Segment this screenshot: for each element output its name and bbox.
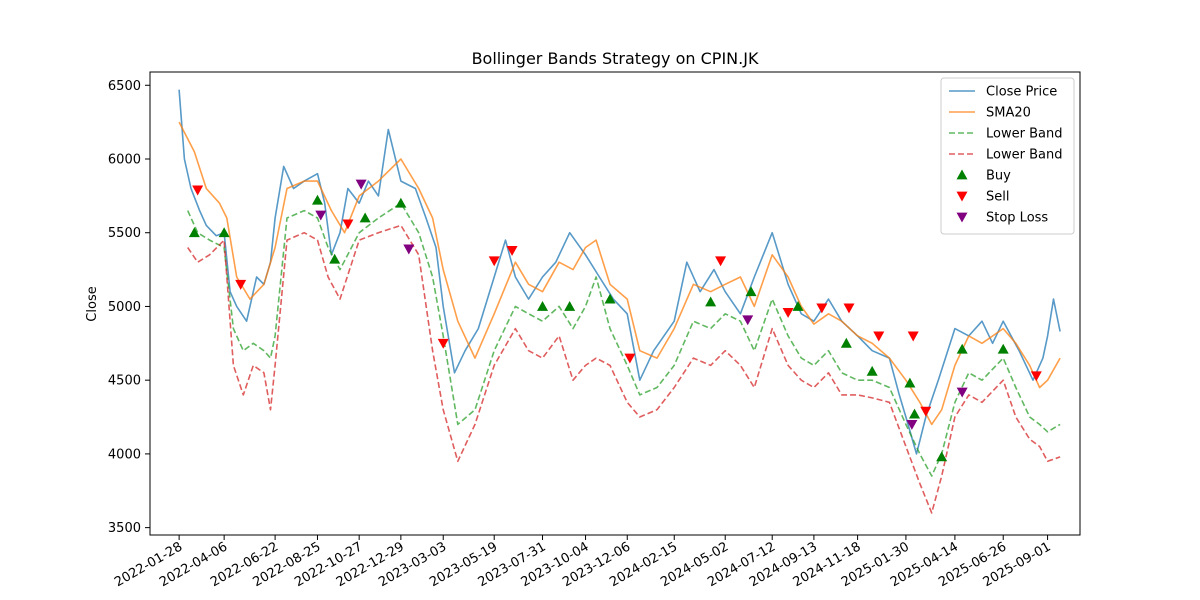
marker-stop-loss-4 [906,420,918,430]
marker-sell-13 [920,406,932,417]
marker-sell-2 [342,219,354,230]
marker-sell-8 [782,307,794,318]
y-tick-label-3: 5000 [108,300,141,315]
legend-label-4: Buy [986,169,1011,184]
legend-label-1: SMA20 [986,106,1031,121]
axes: 35004000450050005500600065002022-01-2820… [108,71,1081,590]
marker-sell-12 [907,331,919,342]
y-axis-label: Close [85,286,100,321]
marker-sell-11 [873,331,885,342]
marker-sell-5 [506,246,518,256]
marker-buy-10 [745,286,757,297]
series-line-2 [186,202,1061,477]
marker-buy-4 [359,212,371,223]
marker-sell-0 [192,185,204,196]
marker-sell-10 [843,303,855,314]
marker-sell-7 [715,256,727,267]
legend-swatch-5 [956,191,968,202]
y-tick-label-4: 5500 [108,226,141,241]
marker-buy-3 [329,253,341,264]
marker-buy-1 [218,227,230,238]
marker-stop-loss-2 [403,244,415,255]
y-tick-label-0: 3500 [108,521,141,536]
marker-buy-18 [997,343,1009,354]
marker-buy-9 [705,296,717,307]
y-tick-label-2: 4500 [108,374,141,389]
marker-buy-14 [904,377,916,388]
legend-swatch-6 [956,212,968,223]
marker-sell-14 [1030,371,1042,382]
legend-label-3: Lower Band [986,148,1062,163]
series-line-3 [187,224,1061,514]
marker-sell-1 [235,279,247,290]
marker-buy-13 [866,365,878,376]
y-tick-label-6: 6500 [108,79,141,94]
y-tick-label-5: 6000 [108,152,141,167]
series-line-0 [178,89,1061,455]
marker-stop-loss-3 [742,315,754,326]
legend-box [940,77,1075,235]
marker-buy-12 [840,337,852,348]
marker-stop-loss-1 [355,179,367,190]
marker-sell-4 [488,256,500,267]
legend-label-5: Sell [986,190,1009,205]
chart-title: Bollinger Bands Strategy on CPIN.JK [472,49,759,68]
series-line-1 [178,121,1061,426]
marker-stop-loss-5 [956,387,968,398]
plot-frame [149,71,1081,536]
marker-buy-15 [909,408,921,419]
marker-sell-3 [437,338,449,349]
legend-swatch-4 [956,169,968,180]
y-tick-label-1: 4000 [108,447,141,462]
marker-buy-17 [956,343,968,354]
marker-buy-2 [311,194,323,205]
plot-area [178,89,1061,514]
marker-sell-6 [624,353,636,364]
marker-buy-8 [604,293,616,304]
marker-buy-11 [792,300,804,311]
marker-buy-7 [564,300,576,311]
legend-label-0: Close Price [986,85,1057,100]
marker-buy-5 [395,197,407,208]
marker-stop-loss-0 [315,210,327,221]
marker-sell-9 [816,303,828,314]
marker-buy-16 [936,451,948,462]
legend-label-6: Stop Loss [986,211,1048,226]
marker-buy-6 [537,300,549,311]
legend: Close Price SMA20 Lower Band Lower Band Buy S… [940,77,1075,235]
legend-label-2: Lower Band [986,127,1062,142]
marker-buy-0 [188,227,200,238]
